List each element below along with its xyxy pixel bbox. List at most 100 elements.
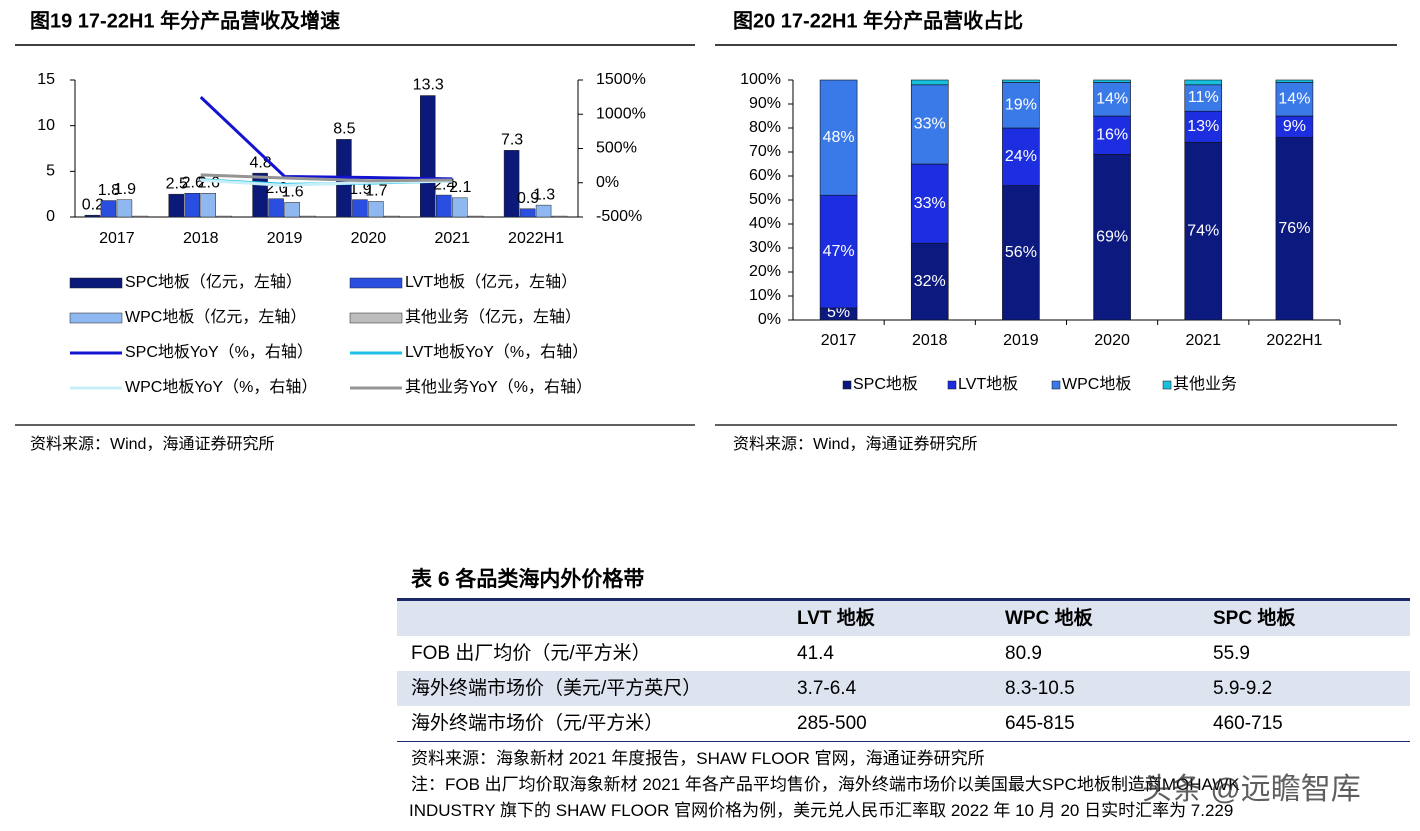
y-tick-label: 70% (749, 143, 781, 160)
bar-segment (910, 242, 949, 321)
table: 表 6 各品类海内外价格带 LVT 地板 WPC 地板 SPC 地板 FOB 出… (397, 562, 1410, 822)
bar (420, 95, 436, 218)
bar (519, 208, 536, 218)
bar (216, 215, 232, 218)
data-label: 13.3 (413, 77, 444, 94)
legend-label: 其他业务（亿元，左轴） (405, 308, 581, 326)
data-label: 16% (1096, 126, 1128, 143)
bar (503, 150, 520, 218)
bar-segment (1184, 79, 1223, 86)
x-tick-label: 2021 (434, 230, 470, 247)
bar (168, 193, 184, 218)
bar (468, 215, 484, 218)
x-tick-label: 2020 (351, 230, 387, 247)
x-tick-label: 2017 (821, 332, 857, 349)
legend-swatch (1051, 380, 1061, 390)
x-tick-label: 2019 (267, 230, 303, 247)
bar-segment (1275, 82, 1314, 117)
y-tick-label: 20% (749, 263, 781, 280)
column-header: LVT 地板 (797, 608, 875, 629)
bar (84, 214, 101, 218)
legend-label: SPC地板 (853, 375, 918, 393)
bar (452, 197, 468, 218)
data-label: 9% (1283, 118, 1306, 135)
bar-segment (1093, 154, 1131, 321)
bar-segment (1093, 115, 1131, 155)
figure-source: 资料来源：Wind，海通证券研究所 (30, 435, 274, 453)
data-label: 32% (914, 273, 946, 290)
legend-label: LVT地板（亿元，左轴） (405, 273, 577, 291)
column-header: WPC 地板 (1005, 608, 1093, 629)
legend-swatch (69, 312, 123, 324)
legend-label: LVT地板YoY（%，右轴） (405, 343, 588, 361)
y-tick-label: 10% (749, 287, 781, 304)
column-header: SPC 地板 (1213, 608, 1296, 629)
data-label: 74% (1187, 222, 1219, 239)
legend-swatch (69, 277, 123, 289)
y-tick-label: 40% (749, 215, 781, 232)
x-tick-label: 2017 (99, 230, 135, 247)
data-label: 0.9 (517, 190, 539, 207)
table-row: 海外终端市场价（美元/平方英尺） 3.7-6.4 8.3-10.5 5.9-9.2 (397, 671, 1410, 706)
bar-segment (1093, 82, 1131, 117)
table-row: FOB 出厂均价（元/平方米） 41.4 80.9 55.9 (397, 636, 1410, 671)
data-label: 13% (1187, 118, 1219, 135)
data-label: 1.8 (98, 182, 120, 199)
table-cell: 285-500 (797, 713, 867, 734)
y-tick-label: 60% (749, 167, 781, 184)
table-cell: 645-815 (1005, 713, 1075, 734)
legend-label: WPC地板（亿元，左轴） (125, 308, 306, 326)
legend-swatch (349, 312, 403, 324)
data-label: 7.3 (501, 132, 523, 149)
data-label: 1.6 (281, 184, 303, 201)
data-label: 19% (1005, 96, 1037, 113)
x-tick-label: 2018 (912, 332, 948, 349)
data-label: 1.9 (114, 181, 136, 198)
bar (100, 200, 117, 218)
legend-swatch (842, 380, 852, 390)
bar (368, 201, 384, 218)
bar-segment (1184, 110, 1223, 143)
line (200, 173, 453, 183)
data-label: 14% (1096, 90, 1128, 107)
bar (116, 199, 133, 218)
table-cell: 5.9-9.2 (1213, 678, 1273, 699)
legend-swatch (349, 277, 403, 289)
x-tick-label: 2022H1 (508, 230, 564, 247)
bar (132, 215, 149, 218)
bar-segment (1275, 79, 1314, 83)
bar (300, 215, 316, 218)
bar (436, 194, 452, 218)
data-label: 47% (823, 243, 855, 260)
figure-title: 图19 17-22H1 年分产品营收及增速 (30, 8, 340, 32)
y2-tick-label: 1500% (596, 71, 646, 88)
bar (268, 198, 284, 218)
charts: 图19 17-22H1 年分产品营收及增速 图20 17-22H1 年分产品营收… (15, 8, 1397, 453)
y2-tick-label: -500% (596, 208, 642, 225)
legend-swatch (1162, 380, 1172, 390)
legend-label: WPC地板YoY（%，右轴） (125, 378, 317, 396)
bar (535, 204, 552, 218)
bar-segment (910, 84, 949, 165)
note: 注：FOB 出厂均价取海象新材 2021 年各产品平均售价，海外终端市场价以美国… (411, 775, 1240, 794)
data-label: 33% (914, 195, 946, 212)
table-cell: 41.4 (797, 643, 834, 664)
data-label: 0.2 (82, 196, 104, 213)
table-cell: 海外终端市场价（元/平方米） (411, 713, 664, 734)
y-tick-label: 100% (740, 71, 781, 88)
y-tick-label: 0% (758, 311, 781, 328)
bar (384, 215, 400, 218)
table-title: 表 6 各品类海内外价格带 (397, 562, 1410, 601)
data-label: 2.5 (166, 175, 188, 192)
y2-tick-label: 1000% (596, 105, 646, 122)
data-label: 69% (1096, 228, 1128, 245)
bar (184, 193, 200, 218)
y-tick-label: 15 (37, 71, 55, 88)
x-tick-label: 2019 (1003, 332, 1039, 349)
bar-segment (910, 163, 949, 244)
bar (352, 199, 368, 218)
data-label: 76% (1278, 220, 1310, 237)
watermark: 头条 @远瞻智库 (1142, 773, 1361, 806)
y-tick-label: 50% (749, 191, 781, 208)
